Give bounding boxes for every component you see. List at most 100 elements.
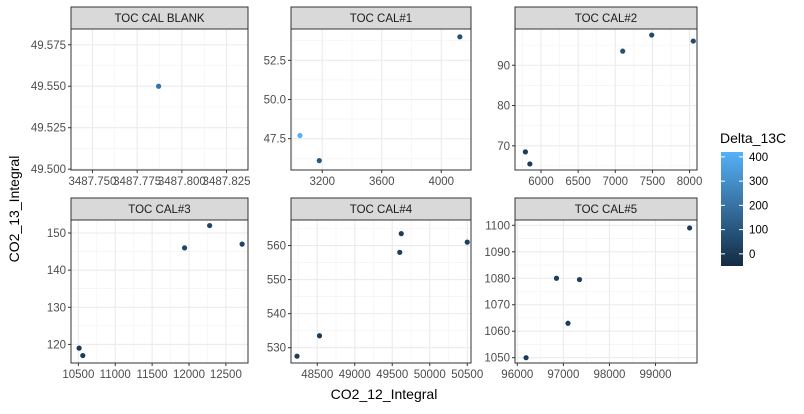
y-tick-label: 550 (267, 275, 286, 287)
data-point (316, 158, 322, 164)
x-tick-label: 50000 (414, 369, 446, 381)
colorbar-tick-label: 300 (749, 176, 768, 188)
panel-border (514, 28, 698, 171)
x-tick-label: 3487.750 (68, 176, 116, 188)
y-tick-label: 70 (497, 141, 510, 153)
data-point (457, 34, 463, 40)
y-tick-label: 120 (47, 339, 66, 351)
facet-panel: TOC CAL BLANK 3487.7503487.7753487.800348… (31, 6, 251, 188)
data-point (398, 231, 404, 237)
gridlines (291, 29, 471, 170)
facet-title: TOC CAL#3 (128, 204, 190, 216)
data-point (181, 245, 188, 251)
x-tick-label: 3487.775 (113, 176, 161, 188)
x-tick-label: 99000 (640, 369, 672, 381)
y-tick-label: 1050 (484, 353, 510, 365)
facet-title: TOC CAL#2 (575, 13, 637, 25)
data-point (553, 275, 560, 281)
y-tick-label: 1100 (485, 220, 510, 232)
data-point (239, 241, 245, 247)
y-tick-label: 49.500 (31, 164, 66, 176)
y-tick-label: 47.5 (264, 134, 286, 146)
facet-title: TOC CAL#5 (575, 204, 637, 216)
facet-panel: TOC CAL#1 3200 3600 4000 47.5 50.0 52.5 (264, 6, 472, 188)
y-tick-label: 49.550 (31, 81, 66, 93)
data-point (80, 352, 86, 359)
data-point (565, 320, 571, 326)
y-tick-label: 150 (47, 228, 66, 240)
facet-panels: TOC CAL BLANK 3487.7503487.7753487.800348… (31, 6, 703, 381)
y-tick-label: 90 (497, 60, 510, 72)
x-tick-label: 96000 (501, 369, 533, 381)
x-tick-label: 48500 (301, 369, 333, 381)
x-tick-label: 97000 (547, 369, 579, 381)
x-tick-label: 49000 (339, 369, 371, 381)
y-tick-label: 1090 (484, 247, 510, 259)
panel-border (514, 219, 698, 364)
data-point (523, 355, 529, 361)
x-tick-label: 12500 (210, 369, 242, 381)
data-point (397, 249, 403, 255)
y-tick-label: 140 (47, 265, 66, 277)
panel-border (290, 219, 472, 364)
x-tick-label: 3487.800 (158, 176, 206, 188)
y-tick-label: 52.5 (264, 55, 286, 67)
facet-panel: TOC CAL#3 10500 11000 11500 12000 12500 120 130… (47, 197, 249, 381)
data-point (522, 149, 529, 155)
y-tick-label: 80 (497, 101, 510, 113)
panel-background (291, 220, 471, 363)
facet-panel: TOC CAL#2 6000 6500 7000 7500 8000 70 80 90 (497, 6, 703, 188)
x-tick-label: 3600 (369, 176, 395, 188)
data-point (207, 222, 213, 229)
x-tick-label: 11000 (100, 369, 131, 381)
x-tick-label: 8000 (677, 176, 703, 188)
y-tick-label: 540 (267, 309, 286, 321)
x-tick-label: 11500 (137, 369, 168, 381)
y-tick-label: 1060 (484, 326, 510, 338)
y-tick-label: 1080 (484, 273, 510, 285)
panel-background (71, 220, 248, 363)
facet-title: TOC CAL#4 (350, 204, 413, 216)
data-point (687, 225, 693, 231)
x-axis-label: CO2_12_Integral (331, 386, 438, 402)
colorbar-tick-label: 0 (749, 249, 755, 261)
x-tick-label: 10500 (62, 369, 94, 381)
panel-border (70, 28, 249, 171)
y-tick-label: 530 (267, 343, 286, 355)
facet-panel: TOC CAL#4 48500 49000 49500 50000 50500 530 540… (267, 197, 483, 381)
data-point (464, 239, 470, 245)
y-tick-label: 49.575 (31, 40, 66, 52)
facet-title: TOC CAL BLANK (114, 13, 204, 25)
x-tick-label: 3200 (309, 176, 335, 188)
x-tick-label: 7000 (602, 176, 628, 188)
y-tick-label: 50.0 (264, 95, 286, 107)
x-tick-label: 50500 (451, 369, 483, 381)
gridlines (71, 220, 248, 363)
legend-title: Delta_13C (720, 130, 786, 146)
y-tick-label: 130 (47, 302, 66, 314)
colorbar-tick-label: 400 (749, 152, 768, 164)
data-point (527, 161, 533, 167)
data-point (620, 48, 626, 54)
gridlines (515, 220, 697, 363)
facet-title: TOC CAL#1 (350, 13, 412, 25)
data-point (316, 333, 323, 339)
x-tick-label: 6000 (528, 176, 554, 188)
data-point (297, 132, 303, 139)
colorbar-tick-label: 200 (749, 200, 768, 212)
x-tick-label: 6500 (565, 176, 591, 188)
gridlines (515, 29, 697, 170)
y-axis-label: CO2_13_Integral (6, 156, 22, 263)
facet-panel: TOC CAL#5 96000 97000 98000 99000 1050 1060 107… (484, 197, 698, 381)
panel-border (70, 219, 249, 364)
x-tick-label: 4000 (428, 176, 454, 188)
x-tick-label: 7500 (640, 176, 666, 188)
data-point (649, 32, 655, 38)
colorbar (721, 152, 743, 266)
data-point (576, 276, 583, 283)
y-tick-label: 1070 (484, 300, 510, 312)
panel-background (515, 29, 697, 170)
x-tick-label: 98000 (593, 369, 625, 381)
